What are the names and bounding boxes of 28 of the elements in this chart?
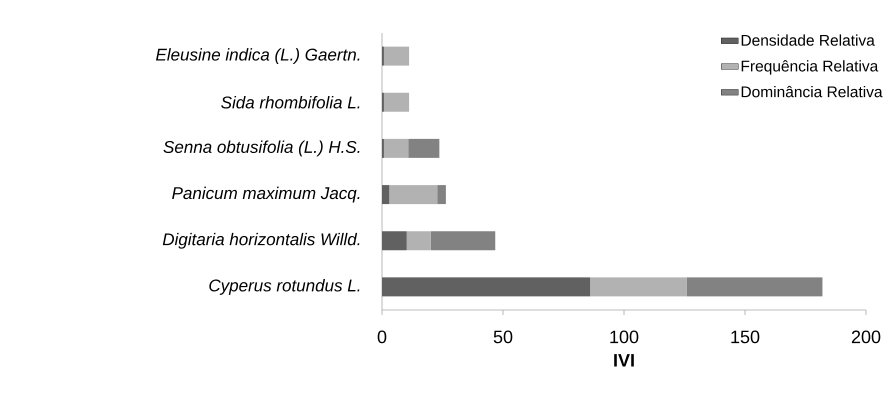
x-axis-title: IVI — [614, 354, 634, 366]
x-tick-label: 150 — [731, 330, 760, 344]
bar — [408, 138, 440, 158]
bar — [384, 92, 410, 112]
y-tick-label: Senna obtusifolia (L.) H.S. — [164, 140, 360, 156]
bar — [590, 277, 687, 296]
x-tick-label: 200 — [852, 330, 880, 344]
legend-label: Frequência Relativa — [742, 60, 878, 75]
y-tick-label: Sida rhombifolia L. — [221, 96, 360, 108]
bar — [384, 138, 408, 158]
bar — [437, 185, 446, 204]
y-tick-label: Cyperus rotundus L. — [209, 279, 360, 295]
x-tick-label: 0 — [378, 330, 386, 344]
legend-label: Densidade Relativa — [742, 34, 875, 46]
bar — [382, 277, 590, 296]
bar — [686, 277, 822, 296]
x-tick-label: 50 — [494, 330, 512, 344]
y-tick-label: Eleusine indica (L.) Gaertn. — [156, 48, 360, 64]
bar — [406, 231, 431, 250]
x-tick-label: 100 — [610, 330, 638, 344]
bar — [382, 185, 390, 204]
bar — [430, 231, 496, 250]
legend-label: Dominância Relativa — [742, 86, 883, 98]
y-tick-label: Digitaria horizontalis Willd. — [162, 232, 360, 249]
y-tick-label: Panicum maximum Jacq. — [172, 186, 360, 203]
bar — [382, 231, 407, 250]
bar — [384, 46, 410, 66]
bar — [389, 185, 438, 204]
